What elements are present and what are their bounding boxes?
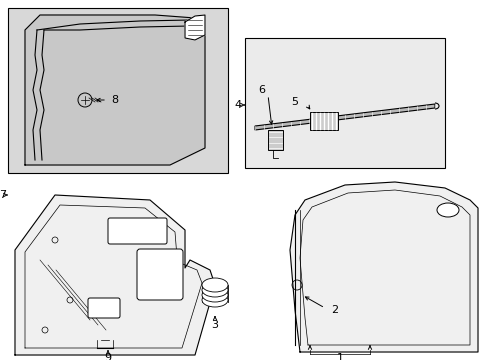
Bar <box>267 130 283 150</box>
Text: 1: 1 <box>336 353 343 360</box>
Text: 6: 6 <box>258 85 265 95</box>
Text: 8: 8 <box>111 95 118 105</box>
Text: 4: 4 <box>234 100 241 110</box>
FancyBboxPatch shape <box>88 298 120 318</box>
Polygon shape <box>289 182 477 352</box>
Ellipse shape <box>202 288 227 302</box>
Polygon shape <box>15 195 215 355</box>
Polygon shape <box>254 104 434 130</box>
Polygon shape <box>25 15 204 165</box>
Bar <box>244 38 444 168</box>
Text: 7: 7 <box>0 190 6 200</box>
Text: 9: 9 <box>104 353 111 360</box>
Text: 2: 2 <box>331 305 338 315</box>
Ellipse shape <box>202 293 227 307</box>
FancyBboxPatch shape <box>108 218 167 244</box>
FancyBboxPatch shape <box>137 249 183 300</box>
Ellipse shape <box>436 203 458 217</box>
Text: 5: 5 <box>291 97 298 107</box>
Text: 3: 3 <box>211 320 218 330</box>
Bar <box>8 8 227 173</box>
Bar <box>309 112 337 130</box>
Polygon shape <box>184 15 204 40</box>
Ellipse shape <box>202 283 227 297</box>
Ellipse shape <box>202 278 227 292</box>
